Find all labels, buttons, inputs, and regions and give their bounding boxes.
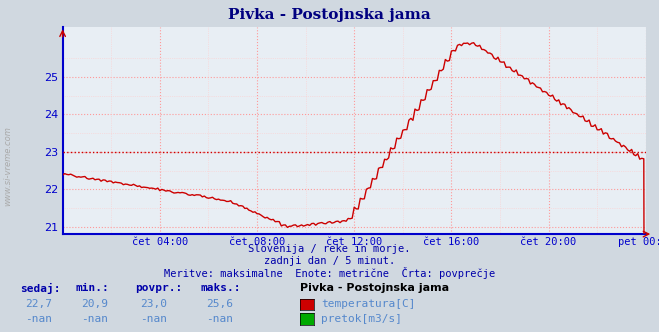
Text: www.si-vreme.com: www.si-vreme.com bbox=[3, 126, 13, 206]
Text: Meritve: maksimalne  Enote: metrične  Črta: povprečje: Meritve: maksimalne Enote: metrične Črta… bbox=[164, 267, 495, 279]
Text: povpr.:: povpr.: bbox=[135, 283, 183, 293]
Text: -nan: -nan bbox=[140, 314, 167, 324]
Text: -nan: -nan bbox=[206, 314, 233, 324]
Text: 22,7: 22,7 bbox=[25, 299, 52, 309]
Text: maks.:: maks.: bbox=[201, 283, 241, 293]
Text: -nan: -nan bbox=[25, 314, 52, 324]
Text: Pivka - Postojnska jama: Pivka - Postojnska jama bbox=[300, 283, 449, 293]
Text: Slovenija / reke in morje.: Slovenija / reke in morje. bbox=[248, 244, 411, 254]
Text: 20,9: 20,9 bbox=[81, 299, 108, 309]
Text: Pivka - Postojnska jama: Pivka - Postojnska jama bbox=[228, 8, 431, 22]
Text: zadnji dan / 5 minut.: zadnji dan / 5 minut. bbox=[264, 256, 395, 266]
Text: 25,6: 25,6 bbox=[206, 299, 233, 309]
Text: pretok[m3/s]: pretok[m3/s] bbox=[321, 314, 402, 324]
Text: 23,0: 23,0 bbox=[140, 299, 167, 309]
Text: min.:: min.: bbox=[76, 283, 109, 293]
Text: sedaj:: sedaj: bbox=[20, 283, 60, 294]
Text: -nan: -nan bbox=[81, 314, 108, 324]
Text: temperatura[C]: temperatura[C] bbox=[321, 299, 415, 309]
